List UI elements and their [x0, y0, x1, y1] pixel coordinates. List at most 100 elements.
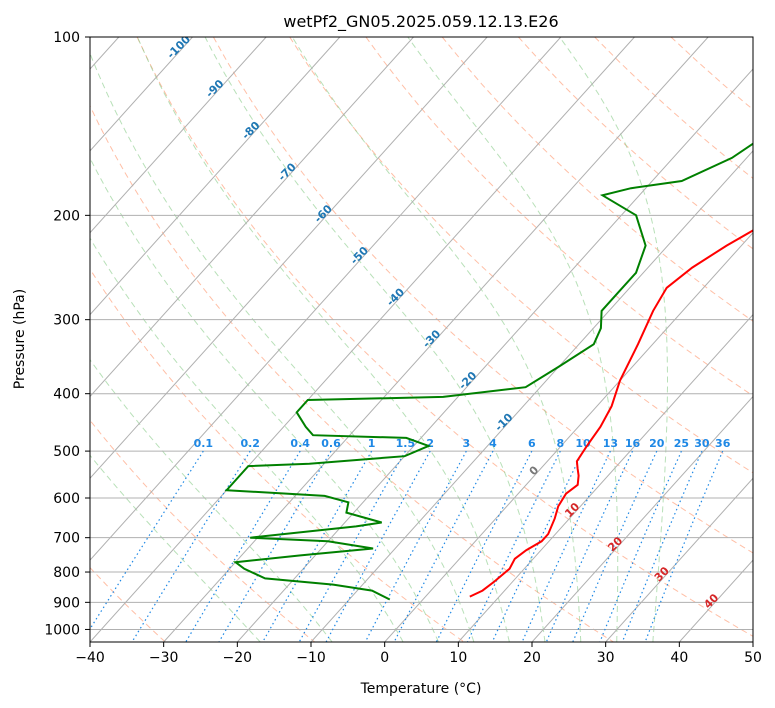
- mixing-ratio-label: 8: [557, 437, 565, 450]
- y-tick-label: 1000: [44, 622, 80, 638]
- isotherm-line: [678, 559, 753, 642]
- mixing-ratio-label: 25: [674, 437, 689, 450]
- mixing-ratio-label: 20: [649, 437, 665, 450]
- mixing-ratio-label: 0.2: [240, 437, 260, 450]
- mixing-ratio-line: [325, 450, 431, 642]
- isotherm-line: [236, 68, 753, 642]
- mixing-ratio-line: [491, 450, 584, 642]
- x-tick-label: 40: [670, 650, 688, 666]
- y-tick-label: 900: [53, 595, 80, 611]
- dry-adiabat: [90, 419, 316, 642]
- isotherm-line: [752, 641, 753, 642]
- series-line: [224, 142, 753, 601]
- isotherm-line: [457, 313, 753, 642]
- mixing-ratio-label: 0.4: [290, 437, 310, 450]
- mixing-ratio-line: [644, 450, 724, 642]
- isotherm-line: [605, 477, 753, 642]
- isotherm-label: -60: [312, 202, 335, 225]
- x-tick-label: 0: [380, 650, 389, 666]
- mixing-ratio-line: [435, 450, 533, 642]
- mixing-ratio-label: 16: [625, 437, 641, 450]
- isotherm-line: [90, 37, 488, 480]
- isotherm-line: [90, 37, 635, 642]
- series-line: [469, 229, 753, 598]
- isotherm-line: [90, 37, 341, 316]
- mixing-ratio-line: [521, 450, 611, 642]
- x-tick-label: 20: [523, 650, 541, 666]
- y-tick-label: 300: [53, 313, 80, 329]
- moist-adiabat: [90, 454, 261, 642]
- isotherm-label: -30: [420, 327, 443, 350]
- pressure-gridlines: [90, 37, 753, 630]
- dry-adiabat: [594, 37, 753, 179]
- mixing-ratio-line: [364, 450, 467, 642]
- isotherm-line: [90, 37, 414, 398]
- isotherm-label: -80: [239, 119, 262, 142]
- x-tick-label: −30: [149, 650, 179, 666]
- isotherm-label: -10: [492, 411, 515, 434]
- mixing-ratio-label: 3: [463, 437, 471, 450]
- x-tick-label: 30: [597, 650, 615, 666]
- moist-adiabat: [90, 52, 475, 642]
- y-tick-label: 200: [53, 208, 80, 224]
- y-tick-label: 600: [53, 491, 80, 507]
- mixing-ratio-line: [90, 450, 204, 631]
- series-group: [224, 142, 753, 601]
- x-tick-label: 50: [744, 650, 762, 666]
- isotherm-label: -20: [456, 369, 479, 392]
- mixing-ratio-line: [131, 450, 251, 642]
- mixing-ratio-label: 0.1: [194, 437, 214, 450]
- chart-title: wetPf2_GN05.2025.059.12.13.E26: [283, 12, 558, 32]
- mixing-ratio-label: 30: [694, 437, 710, 450]
- moist-adiabat: [204, 37, 546, 642]
- dry-adiabat: [90, 268, 465, 642]
- x-tick-label: 10: [449, 650, 467, 666]
- plot-area: 0.1 0.2 0.4 0.6 1 1.5 2 3 4 6 8 10 13 16 20 25 30 36 -100…: [90, 37, 753, 642]
- dry-adiabat: [90, 104, 614, 642]
- isotherm-label: -90: [203, 77, 226, 100]
- moist-adiabat: [90, 157, 439, 642]
- moist-adiabat: [90, 237, 404, 642]
- x-tick-label: −10: [296, 650, 326, 666]
- moist-adiabat: [136, 37, 510, 642]
- mixing-ratio-label: 2: [426, 437, 434, 450]
- dry-adiabat: [289, 37, 753, 474]
- x-tick-label: −40: [75, 650, 105, 666]
- isotherm-line: [384, 231, 753, 642]
- mixing-ratio-label: 36: [715, 437, 731, 450]
- mixing-ratio-line: [185, 450, 301, 642]
- dry-adiabat: [441, 37, 753, 322]
- y-tick-label: 700: [53, 531, 80, 547]
- isotherm-label: 20: [605, 534, 625, 554]
- mixing-ratio-label: 0.6: [321, 437, 341, 450]
- dry-adiabat: [90, 566, 166, 642]
- isotherm-line: [90, 37, 267, 234]
- mixing-ratio-label: 1: [368, 437, 376, 450]
- plot-frame: [89, 36, 754, 643]
- mixing-ratio-line: [621, 450, 703, 642]
- dry-adiabat: [518, 37, 753, 250]
- dry-adiabat: [670, 37, 753, 111]
- isotherm-line: [531, 395, 753, 642]
- mixing-ratio-label: 4: [489, 437, 497, 450]
- mixing-ratio-line: [466, 450, 561, 642]
- dry-adiabats: [90, 37, 753, 642]
- mixing-ratio-line: [599, 450, 682, 642]
- y-tick-label: 800: [53, 565, 80, 581]
- mixing-ratio-line: [262, 450, 373, 642]
- x-axis: −40 −30 −20 −10 0 10 20 30 40 50: [75, 642, 762, 666]
- y-tick-label: 100: [53, 30, 80, 46]
- moist-adiabat: [291, 37, 582, 642]
- moist-adiabat: [559, 37, 668, 642]
- mixing-ratio-line: [393, 450, 494, 642]
- mixing-ratio-line: [298, 450, 406, 642]
- dry-adiabat: [212, 37, 753, 554]
- isotherm-line: [163, 37, 709, 642]
- x-axis-label: Temperature (°C): [360, 681, 482, 697]
- isotherm-line: [90, 37, 193, 152]
- isotherm-label: 40: [701, 591, 721, 611]
- isotherm-line: [90, 37, 562, 561]
- isotherm-line: [310, 150, 753, 642]
- mixing-ratio-label: 13: [603, 437, 618, 450]
